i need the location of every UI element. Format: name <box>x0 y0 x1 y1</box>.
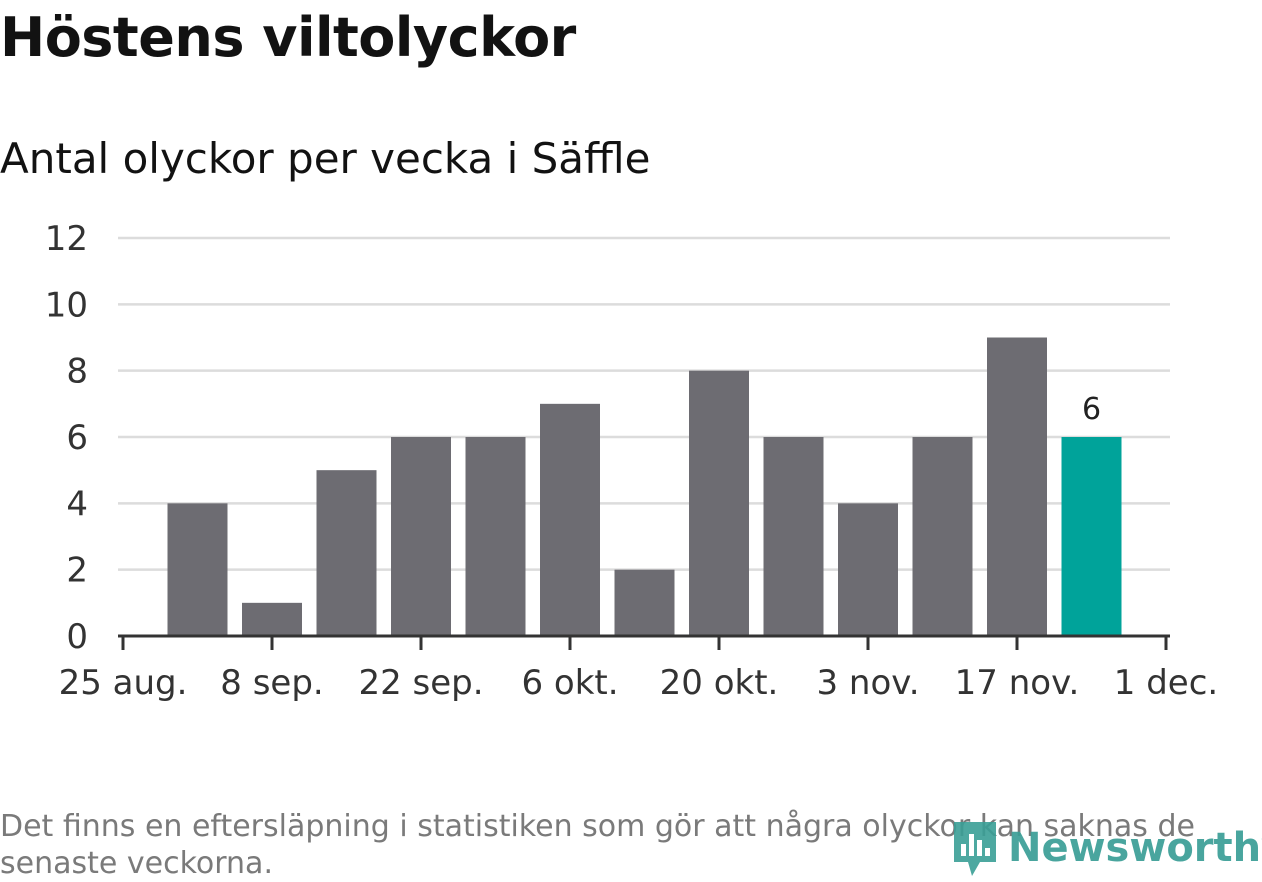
bar <box>689 370 749 636</box>
bar <box>391 437 451 636</box>
x-tick-label: 3 nov. <box>816 663 919 703</box>
y-tick-label: 2 <box>66 551 88 591</box>
x-tick-label: 25 aug. <box>59 663 188 703</box>
bar <box>316 470 377 636</box>
bar <box>987 337 1047 636</box>
bar <box>912 437 973 636</box>
y-tick-label: 8 <box>66 352 88 392</box>
x-tick-label: 22 sep. <box>358 663 483 703</box>
x-tick-label: 8 sep. <box>220 663 323 703</box>
y-tick-label: 10 <box>45 285 88 325</box>
x-tick-label: 1 dec. <box>1114 663 1218 703</box>
bar <box>167 503 228 636</box>
newsworthy-logo-icon <box>954 822 996 876</box>
bar <box>838 503 898 636</box>
bar <box>1061 437 1122 636</box>
logo-text: Newsworthy <box>1008 825 1262 871</box>
data-label: 6 <box>1082 392 1101 427</box>
y-tick-label: 12 <box>45 219 88 259</box>
bar <box>465 437 526 636</box>
x-tick-label: 17 nov. <box>955 663 1080 703</box>
y-tick-label: 0 <box>66 617 88 657</box>
bar <box>614 569 675 636</box>
newsworthy-logo[interactable]: Newsworthy <box>950 818 1262 878</box>
bar <box>763 437 824 636</box>
x-tick-label: 6 okt. <box>521 663 618 703</box>
x-tick-label: 20 okt. <box>660 663 779 703</box>
chart-title: Höstens viltolyckor <box>0 6 576 69</box>
y-tick-label: 4 <box>66 484 88 524</box>
bar <box>540 403 600 636</box>
chart-subtitle: Antal olyckor per vecka i Säffle <box>0 134 651 183</box>
bar <box>242 602 302 636</box>
y-tick-label: 6 <box>66 418 88 458</box>
